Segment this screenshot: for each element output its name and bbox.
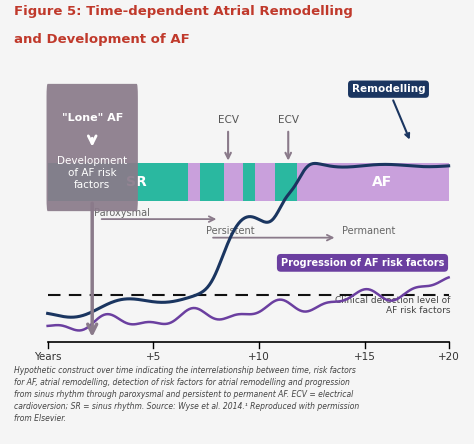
Text: Hypothetic construct over time indicating the interrelationship between time, ri: Hypothetic construct over time indicatin… <box>14 366 359 423</box>
Text: +20: +20 <box>438 352 459 362</box>
Text: SR: SR <box>127 175 147 189</box>
Text: +5: +5 <box>146 352 161 362</box>
Text: +15: +15 <box>354 352 376 362</box>
Bar <box>243 163 255 201</box>
Text: ECV: ECV <box>218 115 238 125</box>
Text: Permanent: Permanent <box>342 226 395 236</box>
Text: Paroxysmal: Paroxysmal <box>94 208 150 218</box>
Text: and Development of AF: and Development of AF <box>14 33 190 47</box>
Text: Years: Years <box>34 352 62 362</box>
Text: Development
of AF risk
factors: Development of AF risk factors <box>57 155 127 190</box>
Text: +10: +10 <box>248 352 270 362</box>
Text: ECV: ECV <box>278 115 299 125</box>
Bar <box>297 163 448 201</box>
Text: AF: AF <box>372 175 392 189</box>
Text: Persistent: Persistent <box>206 226 255 236</box>
Bar <box>188 163 200 201</box>
Bar <box>47 163 448 201</box>
Text: Progression of AF risk factors: Progression of AF risk factors <box>281 258 444 268</box>
Text: Remodelling: Remodelling <box>352 84 425 138</box>
FancyBboxPatch shape <box>46 84 138 211</box>
Text: Clinical detection level of
AF risk factors: Clinical detection level of AF risk fact… <box>336 296 451 315</box>
Text: "Lone" AF: "Lone" AF <box>62 113 123 123</box>
Text: Figure 5: Time-dependent Atrial Remodelling: Figure 5: Time-dependent Atrial Remodell… <box>14 5 353 18</box>
Bar <box>224 163 286 201</box>
Bar <box>275 163 297 201</box>
